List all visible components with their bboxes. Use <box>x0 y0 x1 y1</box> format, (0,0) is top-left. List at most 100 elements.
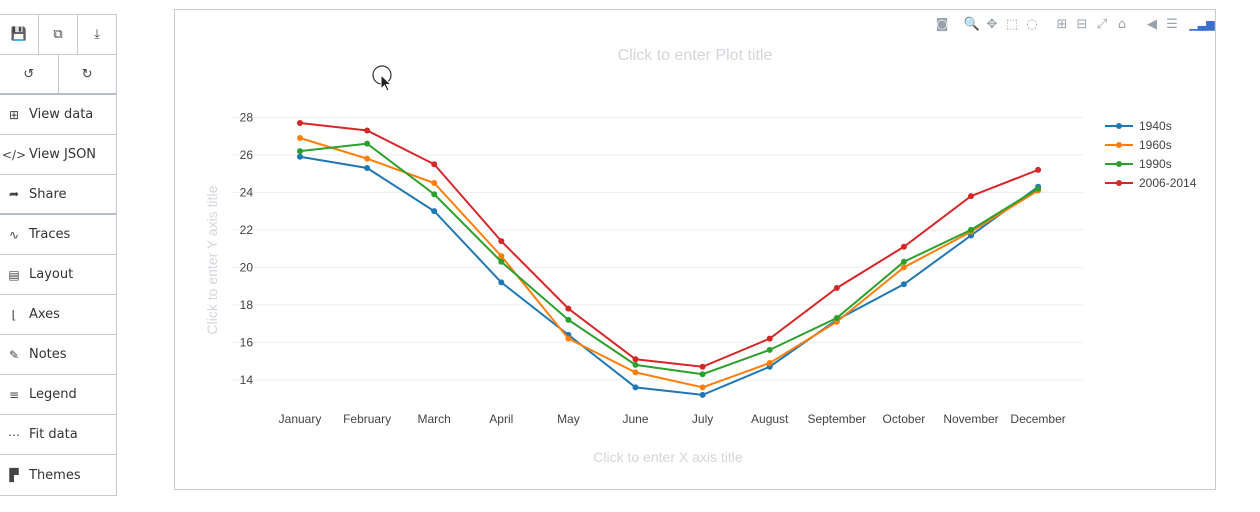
legend-marker <box>1116 123 1122 129</box>
camera-icon[interactable]: ◙ <box>935 16 949 32</box>
data-point[interactable] <box>297 153 303 160</box>
sidebar-item-share[interactable]: ➦ Share <box>0 175 116 215</box>
series-line[interactable] <box>299 142 1039 376</box>
sidebar-item-traces[interactable]: ∿ Traces <box>0 215 116 255</box>
data-point[interactable] <box>632 361 639 368</box>
data-point[interactable] <box>565 335 572 342</box>
data-point[interactable] <box>632 384 639 391</box>
data-point[interactable] <box>364 127 371 134</box>
data-point[interactable] <box>632 356 639 363</box>
sidebar-item-label: Traces <box>29 227 71 242</box>
traces-icon: ∿ <box>8 227 20 242</box>
pencil-icon: ✎ <box>8 347 20 362</box>
data-point[interactable] <box>498 279 505 286</box>
sidebar-item-fit-data[interactable]: ⋯ Fit data <box>0 415 116 455</box>
y-tick-label: 26 <box>240 148 254 162</box>
data-point[interactable] <box>498 258 505 265</box>
box-select-icon[interactable]: ⬚ <box>1005 16 1019 32</box>
series-line[interactable] <box>299 155 1039 396</box>
zoom-icon[interactable]: 🔍 <box>963 16 981 32</box>
redo-icon: ↻ <box>81 66 93 82</box>
data-point[interactable] <box>565 316 572 323</box>
y-tick-label: 24 <box>240 185 254 199</box>
data-point[interactable] <box>766 360 773 366</box>
axes-icon: ⌊ <box>11 307 17 322</box>
chart-svg[interactable]: 14 16 18 20 22 24 26 28 January February March Apr… <box>175 10 1215 489</box>
data-point[interactable] <box>766 335 773 342</box>
data-point[interactable] <box>900 281 907 288</box>
hover-compare-icon[interactable]: ☰ <box>1166 16 1178 32</box>
data-point[interactable] <box>364 140 371 147</box>
sidebar-item-themes[interactable]: ▛ Themes <box>0 455 116 495</box>
data-point[interactable] <box>968 226 974 233</box>
duplicate-icon: ⧉ <box>53 27 63 42</box>
data-point[interactable] <box>900 264 907 271</box>
undo-icon: ↺ <box>23 66 35 82</box>
data-point[interactable] <box>431 208 438 215</box>
series-0 <box>297 153 1042 398</box>
duplicate-button[interactable]: ⧉ <box>39 15 78 54</box>
series-line[interactable] <box>299 137 1039 389</box>
data-point[interactable] <box>699 391 706 398</box>
plotly-logo-icon[interactable]: ▁▃▆ <box>1189 17 1215 31</box>
legend-item[interactable]: 1940s <box>1105 119 1172 133</box>
reset-axes-icon[interactable]: ⌂ <box>1117 16 1127 32</box>
data-point[interactable] <box>498 253 505 260</box>
sidebar-item-view-data[interactable]: ⊞ View data <box>0 95 116 135</box>
data-point[interactable] <box>699 363 706 370</box>
y-axis-title[interactable]: Click to enter Y axis title <box>204 185 220 334</box>
zoom-in-icon[interactable]: ⊞ <box>1056 16 1068 32</box>
sidebar-item-notes[interactable]: ✎ Notes <box>0 335 116 375</box>
legend-item[interactable]: 1990s <box>1105 157 1172 171</box>
legend-item[interactable]: 1960s <box>1105 138 1172 152</box>
sidebar-item-legend[interactable]: ≡ Legend <box>0 375 116 415</box>
data-point[interactable] <box>297 120 303 126</box>
plot-container[interactable]: ◙ 🔍 ✥ ⬚ ◌ ⊞ ⊟ ⤢ ⌂ ◀ ☰ ▁▃▆ 14 16 18 20 22 24 26 28 January F… <box>174 9 1216 490</box>
autoscale-icon[interactable]: ⤢ <box>1096 16 1108 32</box>
undo-button[interactable]: ↺ <box>0 55 59 93</box>
data-point[interactable] <box>431 191 438 198</box>
data-point[interactable] <box>968 193 974 200</box>
download-button[interactable]: ⤓ <box>78 15 116 54</box>
y-tick-labels: 14 16 18 20 22 24 26 28 <box>240 110 254 387</box>
data-point[interactable] <box>833 315 840 321</box>
data-point[interactable] <box>632 369 639 376</box>
series-line[interactable] <box>299 122 1039 368</box>
x-axis-title[interactable]: Click to enter X axis title <box>593 449 743 465</box>
sidebar-item-layout[interactable]: ▤ Layout <box>0 255 116 295</box>
data-point[interactable] <box>699 371 706 378</box>
legend-label: 2006-2014 <box>1139 176 1197 190</box>
data-point[interactable] <box>297 148 303 155</box>
pan-icon[interactable]: ✥ <box>986 16 998 32</box>
redo-button[interactable]: ↻ <box>59 55 117 93</box>
editor-sidebar: 💾 ⧉ ⤓ ↺ ↻ ⊞ View data </> View JSON ➦ Share ∿ Trac… <box>0 14 117 496</box>
plot-title[interactable]: Click to enter Plot title <box>618 47 773 64</box>
data-point[interactable] <box>431 161 438 168</box>
data-point[interactable] <box>1035 166 1042 173</box>
code-icon: </> <box>1 147 27 162</box>
hover-closest-icon[interactable]: ◀ <box>1147 16 1157 32</box>
data-point[interactable] <box>900 258 907 265</box>
data-point[interactable] <box>565 305 572 312</box>
x-tick-label: October <box>883 412 926 426</box>
y-tick-label: 16 <box>240 335 254 349</box>
zoom-out-icon[interactable]: ⊟ <box>1076 16 1088 32</box>
data-point[interactable] <box>498 238 505 245</box>
legend-item[interactable]: 2006-2014 <box>1105 176 1197 190</box>
data-point[interactable] <box>900 243 907 250</box>
data-point[interactable] <box>1035 185 1042 192</box>
sidebar-item-view-json[interactable]: </> View JSON <box>0 135 116 175</box>
data-point[interactable] <box>431 180 438 186</box>
data-point[interactable] <box>364 165 371 171</box>
data-point[interactable] <box>699 384 706 391</box>
series-2 <box>297 140 1042 378</box>
x-tick-label: May <box>557 412 580 426</box>
data-point[interactable] <box>297 135 303 141</box>
legend-marker <box>1116 142 1122 148</box>
data-point[interactable] <box>364 155 371 162</box>
lasso-select-icon[interactable]: ◌ <box>1026 16 1038 32</box>
sidebar-item-axes[interactable]: ⌊ Axes <box>0 295 116 335</box>
data-point[interactable] <box>833 285 840 291</box>
data-point[interactable] <box>766 346 773 353</box>
save-button[interactable]: 💾 <box>0 15 39 54</box>
